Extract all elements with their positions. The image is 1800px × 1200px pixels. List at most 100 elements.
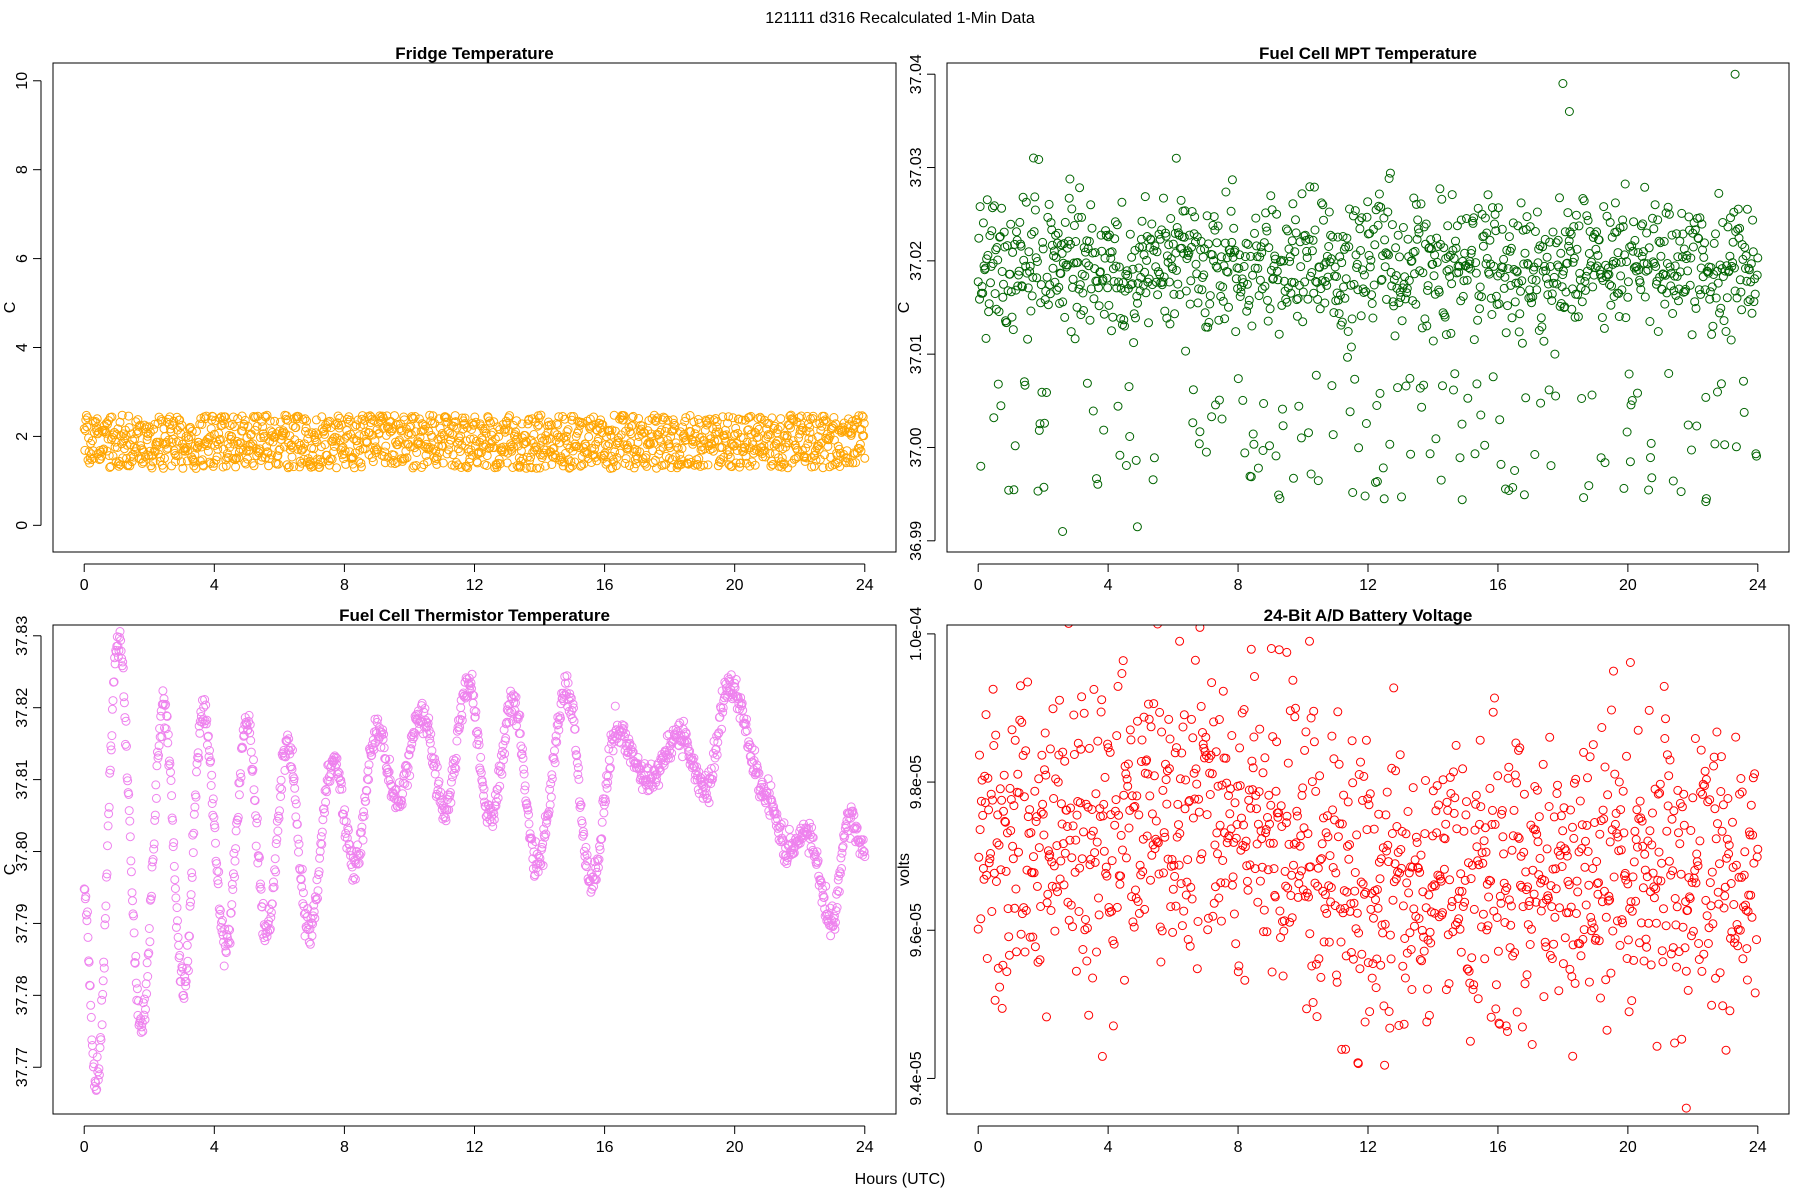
data-point: [1188, 733, 1198, 743]
data-point: [998, 960, 1008, 970]
data-point: [849, 810, 859, 820]
data-point: [1713, 278, 1723, 288]
data-point: [1243, 885, 1253, 895]
data-point: [1161, 231, 1171, 241]
data-point: [1380, 235, 1390, 245]
data-point: [1711, 293, 1721, 303]
data-point: [1177, 921, 1187, 931]
data-point: [1484, 269, 1494, 279]
data-point: [1475, 819, 1484, 829]
data-point: [1512, 267, 1522, 277]
data-point: [1209, 212, 1219, 222]
data-point: [1329, 754, 1339, 764]
data-point: [1019, 792, 1029, 802]
data-point: [1017, 717, 1027, 727]
data-point: [1315, 262, 1325, 272]
data-point: [1227, 175, 1237, 185]
data-point: [541, 818, 551, 828]
data-point: [741, 451, 751, 461]
data-point: [312, 875, 322, 885]
data-point: [1452, 221, 1462, 231]
data-point: [291, 423, 301, 433]
data-point: [1021, 746, 1031, 756]
data-point: [1156, 957, 1166, 967]
data-point: [1670, 271, 1680, 281]
data-point: [1060, 312, 1070, 322]
data-point: [185, 931, 194, 941]
data-point: [558, 461, 568, 471]
data-point: [551, 731, 561, 741]
data-point: [1748, 247, 1758, 257]
data-point: [156, 711, 166, 721]
data-point: [1747, 308, 1757, 318]
data-point: [1668, 476, 1678, 486]
data-point: [311, 415, 321, 425]
data-point: [217, 412, 226, 422]
data-point: [147, 891, 156, 901]
data-point: [1179, 906, 1189, 916]
data-point: [1348, 778, 1358, 788]
data-point: [1413, 224, 1423, 234]
data-point: [1010, 903, 1020, 913]
data-point: [488, 822, 498, 831]
data-point: [189, 828, 199, 838]
data-point: [1289, 839, 1299, 849]
data-point: [1532, 207, 1542, 217]
data-point: [724, 460, 734, 470]
data-point: [550, 746, 559, 756]
data-point: [299, 909, 309, 919]
data-point: [515, 710, 525, 720]
data-point: [82, 422, 92, 432]
data-point: [515, 462, 525, 472]
data-point: [1438, 308, 1448, 318]
data-point: [534, 420, 544, 430]
data-point: [1342, 887, 1352, 897]
data-point: [1346, 342, 1356, 352]
data-point: [677, 444, 687, 453]
data-point: [1693, 233, 1703, 243]
data-point: [147, 463, 157, 473]
data-point: [1725, 251, 1735, 261]
data-point: [1551, 238, 1561, 248]
data-point: [1217, 780, 1227, 790]
data-point: [150, 810, 160, 820]
data-point: [1217, 414, 1227, 424]
data-point: [269, 882, 279, 892]
data-point: [1648, 213, 1657, 223]
data-point: [1082, 923, 1092, 933]
data-point: [805, 427, 815, 437]
data-point: [1426, 235, 1436, 245]
data-point: [619, 411, 629, 421]
data-point: [624, 461, 634, 471]
data-point: [1485, 235, 1495, 245]
data-point: [1435, 184, 1445, 194]
data-point: [505, 411, 514, 421]
data-point: [680, 417, 690, 426]
data-point: [1645, 317, 1655, 326]
data-point: [1244, 295, 1254, 305]
data-point: [452, 736, 462, 746]
data-point: [1239, 705, 1249, 714]
data-point: [1395, 252, 1404, 262]
data-point: [232, 453, 242, 463]
data-point: [1649, 224, 1659, 234]
data-point: [1007, 312, 1017, 322]
data-point: [1174, 860, 1184, 870]
data-point: [1368, 313, 1378, 323]
data-point: [441, 816, 451, 826]
data-point: [1379, 1001, 1389, 1011]
data-point: [1566, 229, 1576, 239]
data-point: [236, 772, 246, 782]
data-point: [1069, 710, 1079, 720]
data-point: [1040, 728, 1050, 738]
data-point: [652, 463, 661, 473]
data-point: [1479, 836, 1489, 846]
data-point: [1283, 226, 1293, 236]
data-point: [1355, 964, 1365, 974]
data-point: [1324, 881, 1334, 891]
data-point: [1687, 330, 1697, 340]
data-point: [1621, 313, 1631, 323]
data-point: [1191, 259, 1201, 269]
data-point: [568, 699, 578, 709]
data-point: [125, 461, 135, 471]
